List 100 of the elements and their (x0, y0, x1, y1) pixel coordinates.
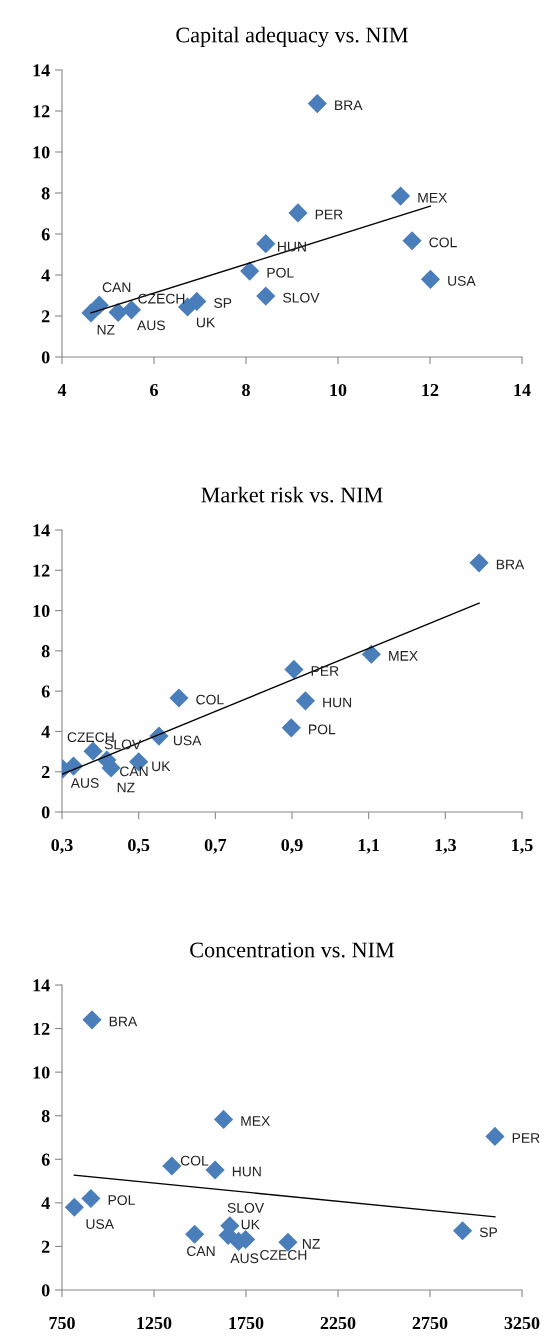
annotation: BRA (496, 559, 525, 570)
point (469, 553, 489, 573)
point (284, 659, 304, 679)
annotation: MEX (418, 192, 448, 203)
point (162, 1156, 182, 1176)
y-tick-label: 14 (33, 979, 50, 992)
annotation: USA (86, 1219, 114, 1229)
point (295, 691, 315, 711)
y-tick-label: 10 (33, 1066, 50, 1079)
annotation: COL (196, 694, 224, 705)
annotation: SP (479, 1227, 498, 1238)
point (64, 1197, 84, 1217)
annotation: PER (512, 1133, 540, 1143)
point (82, 1010, 102, 1030)
point (307, 94, 327, 114)
x-tick-label: 4 (57, 384, 67, 396)
y-tick-label: 4 (41, 1197, 50, 1210)
x-tick-label: 0,3 (51, 838, 73, 854)
annotation: BRA (109, 1016, 138, 1027)
annotation: AUS (137, 320, 165, 331)
annotation: HUN (232, 1166, 261, 1177)
annotation: CAN (187, 1246, 215, 1257)
annotation: AUS (230, 1253, 259, 1264)
x-tick-label: 14 (514, 384, 531, 396)
annotation: COL (180, 1155, 209, 1166)
point (278, 1232, 298, 1252)
x-tick-label: 6 (150, 383, 158, 397)
annotation: CAN (120, 766, 148, 777)
x-tick-label: 0,5 (128, 838, 150, 854)
y-tick-label: 2 (41, 1240, 50, 1253)
annotation: AUS (70, 778, 99, 788)
x-tick-label: 1250 (137, 1316, 172, 1330)
x-tick-label: 1,5 (512, 839, 533, 854)
point (453, 1221, 473, 1241)
point (83, 741, 103, 761)
annotation: NZ (117, 782, 135, 793)
y-tick-label: 0 (41, 806, 50, 819)
annotation: USA (448, 275, 476, 286)
y-tick-label: 8 (41, 187, 50, 200)
y-tick-label: 10 (33, 604, 50, 618)
annotation: CAN (102, 282, 131, 293)
point (281, 718, 301, 738)
point (185, 1224, 205, 1244)
x-tick-label: 3250 (504, 1316, 540, 1330)
point (81, 1188, 101, 1209)
annotation: MEX (389, 651, 418, 661)
annotation: POL (267, 267, 294, 278)
chart-title: Market risk vs. NIM (201, 486, 383, 503)
x-tick-label: 2250 (320, 1316, 356, 1330)
y-tick-label: 4 (41, 269, 50, 282)
point (288, 203, 308, 223)
point (485, 1126, 505, 1146)
annotation: CZECH (138, 293, 185, 304)
x-tick-label: 10 (330, 383, 347, 397)
annotation: UK (241, 1219, 260, 1230)
annotation: NZ (97, 325, 115, 335)
annotation: UK (152, 761, 171, 772)
annotation: SP (214, 298, 232, 308)
y-tick-label: 6 (41, 685, 50, 698)
point (402, 231, 422, 251)
y-tick-label: 0 (41, 351, 50, 364)
point (256, 234, 276, 254)
annotation: MEX (241, 1116, 271, 1126)
y-tick-label: 2 (41, 766, 50, 778)
point (213, 1109, 234, 1129)
annotation: POL (309, 724, 336, 735)
x-tick-label: 1,1 (358, 839, 380, 854)
chart-title: Capital adequacy vs. NIM (176, 26, 408, 48)
annotation: NZ (302, 1239, 320, 1249)
annotation: USA (173, 735, 202, 746)
point (361, 644, 381, 664)
y-tick-label: 0 (41, 1284, 50, 1297)
y-tick-label: 14 (33, 64, 50, 77)
annotation: PER (311, 666, 339, 676)
y-tick-label: 12 (33, 1022, 50, 1035)
annotation: PER (315, 209, 343, 220)
y-tick-label: 10 (33, 146, 50, 159)
point (81, 303, 101, 323)
point (169, 688, 189, 708)
annotation: HUN (278, 241, 306, 252)
y-tick-label: 14 (33, 524, 50, 537)
y-tick-label: 4 (41, 725, 50, 738)
annotation: CZECH (260, 1250, 307, 1260)
annotation: UK (196, 317, 216, 328)
point (101, 758, 121, 778)
annotation: SLOV (283, 292, 320, 303)
annotation: BRA (335, 100, 363, 110)
x-tick-label: 750 (49, 1316, 75, 1330)
y-tick-label: 8 (41, 1109, 50, 1123)
y-tick-label: 8 (41, 645, 50, 658)
y-tick-label: 2 (41, 310, 50, 323)
y-tick-label: 12 (33, 105, 50, 118)
x-tick-label: 12 (422, 383, 439, 396)
annotation: HUN (323, 697, 352, 708)
x-tick-label: 8 (242, 383, 250, 397)
point (390, 186, 411, 206)
point (240, 261, 260, 281)
annotation: SLOV (227, 1202, 265, 1213)
y-tick-label: 6 (41, 228, 50, 241)
point (256, 286, 276, 306)
